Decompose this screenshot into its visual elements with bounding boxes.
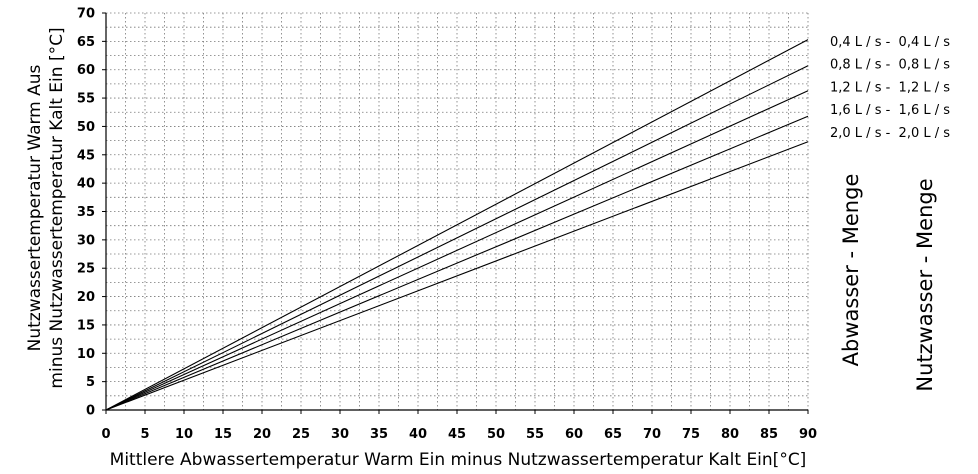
x-tick-label: 60 bbox=[565, 427, 583, 442]
legend-entry: 1,2 L / s - 1,2 L / s bbox=[830, 80, 950, 95]
x-tick-label: 30 bbox=[331, 427, 349, 442]
x-tick-label: 90 bbox=[799, 427, 817, 442]
series-line bbox=[105, 141, 809, 411]
series-lines bbox=[105, 39, 809, 411]
y-tick-label: 60 bbox=[77, 63, 95, 78]
x-tick-label: 65 bbox=[604, 427, 622, 442]
x-tick-label: 70 bbox=[643, 427, 661, 442]
x-tick-label: 85 bbox=[760, 427, 778, 442]
y-tick-label: 15 bbox=[77, 318, 95, 333]
series-line bbox=[105, 65, 809, 411]
series-line bbox=[105, 90, 809, 411]
legend-title-nutzwasser: Nutzwasser - Menge bbox=[913, 178, 937, 391]
x-tick-label: 40 bbox=[409, 427, 427, 442]
x-tick-label: 45 bbox=[448, 427, 466, 442]
y-tick-label: 10 bbox=[77, 347, 95, 362]
x-tick-label: 5 bbox=[140, 427, 149, 442]
y-tick-label: 45 bbox=[77, 148, 95, 163]
legend-entry: 0,4 L / s - 0,4 L / s bbox=[830, 35, 950, 50]
x-tick-label: 50 bbox=[487, 427, 505, 442]
y-tick-label: 50 bbox=[77, 120, 95, 135]
x-tick-label: 80 bbox=[721, 427, 739, 442]
y-tick-label: 0 bbox=[86, 404, 95, 419]
x-axis-title: Mittlere Abwassertemperatur Warm Ein min… bbox=[110, 450, 807, 470]
legend: 0,4 L / s - 0,4 L / s 0,8 L / s - 0,8 L /… bbox=[830, 35, 950, 141]
series-line bbox=[105, 115, 809, 411]
x-tick-label: 0 bbox=[101, 427, 110, 442]
legend-entry: 1,6 L / s - 1,6 L / s bbox=[830, 103, 950, 118]
x-tick-label: 15 bbox=[214, 427, 232, 442]
y-tick-labels: 0 5 10 15 20 25 30 35 40 45 50 55 60 65 70 bbox=[77, 7, 95, 419]
y-tick-label: 20 bbox=[77, 290, 95, 305]
y-axis-title-line1: Nutzwassertemperatur Warm Aus bbox=[25, 64, 45, 351]
x-tick-label: 20 bbox=[253, 427, 271, 442]
legend-entry: 0,8 L / s - 0,8 L / s bbox=[830, 58, 950, 73]
y-tick-label: 35 bbox=[77, 205, 95, 220]
legend-title-abwasser: Abwasser - Menge bbox=[839, 174, 863, 367]
y-axis-title-line2: minus Nutzwassertemperatur Kalt Ein [°C] bbox=[47, 27, 67, 388]
legend-entry: 2,0 L / s - 2,0 L / s bbox=[830, 126, 950, 141]
axes bbox=[102, 12, 809, 414]
x-tick-label: 25 bbox=[292, 427, 310, 442]
y-tick-label: 40 bbox=[77, 177, 95, 192]
y-tick-label: 30 bbox=[77, 233, 95, 248]
y-tick-label: 25 bbox=[77, 262, 95, 277]
x-tick-label: 75 bbox=[682, 427, 700, 442]
x-tick-label: 10 bbox=[175, 427, 193, 442]
grid bbox=[106, 12, 809, 410]
y-tick-label: 70 bbox=[77, 7, 95, 22]
x-tick-labels: 0 5 10 15 20 25 30 35 40 45 50 55 60 65 70 75 80 85 90 bbox=[101, 427, 817, 442]
series-line bbox=[105, 39, 809, 411]
y-tick-label: 65 bbox=[77, 35, 95, 50]
x-tick-label: 35 bbox=[370, 427, 388, 442]
x-tick-label: 55 bbox=[526, 427, 544, 442]
y-tick-label: 55 bbox=[77, 92, 95, 107]
y-tick-label: 5 bbox=[86, 375, 95, 390]
